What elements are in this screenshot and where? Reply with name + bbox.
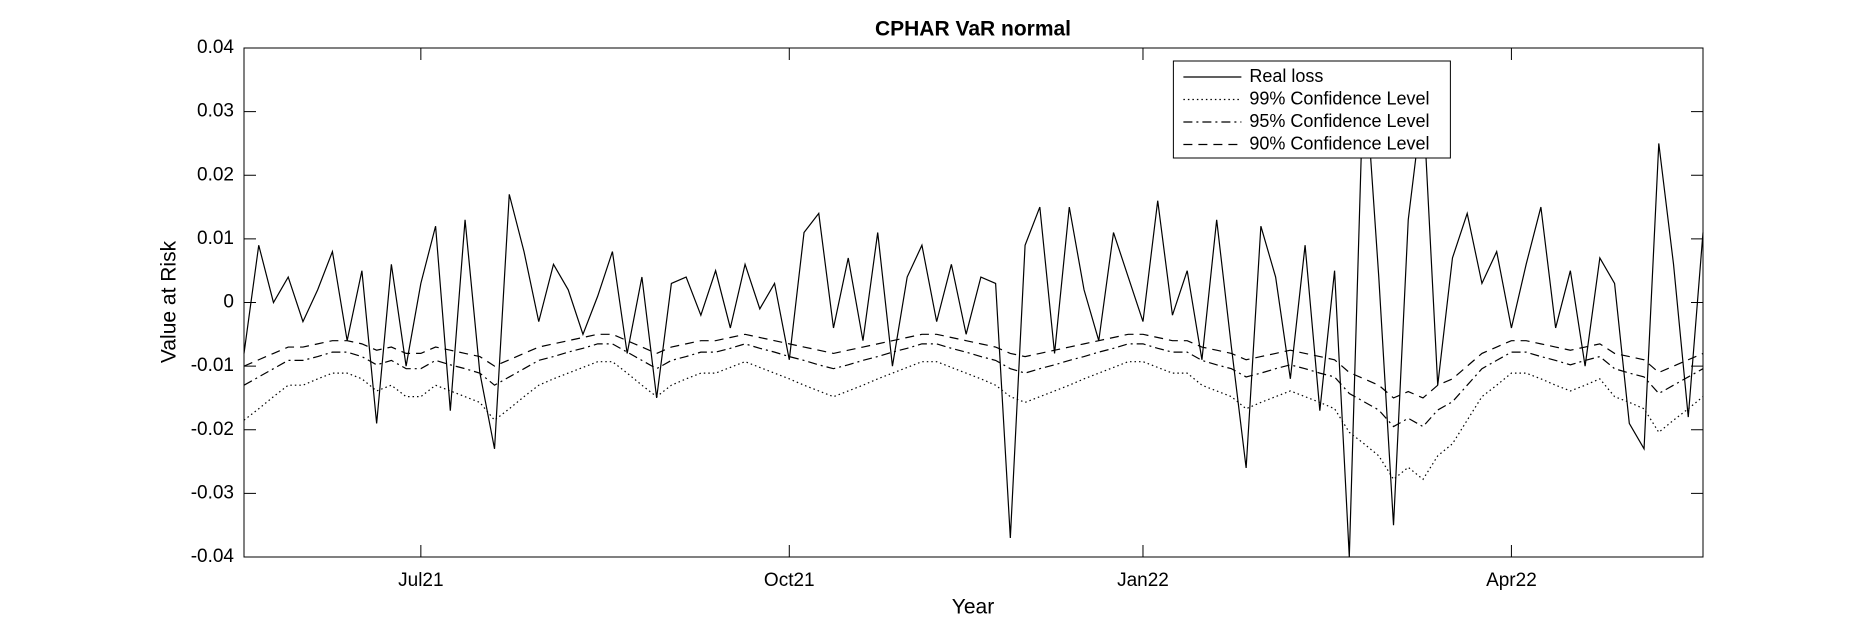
x-axis-label: Year xyxy=(952,596,994,619)
x-tick-label: Jan22 xyxy=(1117,570,1169,591)
x-tick-label: Apr22 xyxy=(1486,570,1537,591)
y-tick-label: -0.03 xyxy=(191,482,234,503)
y-tick-label: 0 xyxy=(223,292,234,313)
y-tick-label: 0.02 xyxy=(197,164,234,185)
series-line xyxy=(243,60,1704,558)
y-tick-label: 0.03 xyxy=(197,101,234,122)
y-tick-label: -0.01 xyxy=(191,355,234,376)
legend-label: Real loss xyxy=(1249,66,1323,86)
x-tick-label: Jul21 xyxy=(398,570,443,591)
series-line xyxy=(243,333,1704,399)
plot-frame xyxy=(243,47,1704,558)
legend-label: 99% Confidence Level xyxy=(1249,88,1429,108)
y-tick-label: 0.01 xyxy=(197,228,234,249)
legend-label: 90% Confidence Level xyxy=(1249,133,1429,153)
series-line xyxy=(243,343,1704,428)
y-tick-label: -0.02 xyxy=(191,419,234,440)
chart-title: CPHAR VaR normal xyxy=(875,18,1071,41)
y-tick-label: 0.04 xyxy=(197,37,234,58)
y-axis-label: Value at Risk xyxy=(158,240,181,363)
series-line xyxy=(243,361,1704,481)
y-tick-label: -0.04 xyxy=(191,546,235,567)
legend-label: 95% Confidence Level xyxy=(1249,111,1429,131)
x-tick-label: Oct21 xyxy=(764,570,815,591)
